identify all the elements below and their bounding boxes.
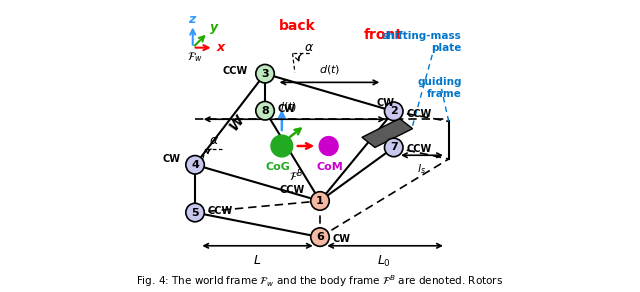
Text: CoG: CoG <box>265 162 290 172</box>
Text: $\mathcal{F}_w$: $\mathcal{F}_w$ <box>187 51 203 65</box>
Text: CCW: CCW <box>406 109 432 119</box>
Text: CW: CW <box>376 98 394 108</box>
Circle shape <box>186 203 204 222</box>
Circle shape <box>319 136 339 156</box>
Text: $\boldsymbol{z}$: $\boldsymbol{z}$ <box>188 13 197 26</box>
Text: front: front <box>364 28 403 42</box>
Text: 3: 3 <box>261 69 269 79</box>
Text: 5: 5 <box>191 208 199 218</box>
Text: back: back <box>278 19 316 33</box>
Text: $L_0$: $L_0$ <box>378 254 391 269</box>
Circle shape <box>385 102 403 121</box>
Circle shape <box>311 228 329 246</box>
Circle shape <box>311 192 329 210</box>
Circle shape <box>385 138 403 157</box>
Text: $\mathcal{F}^B$: $\mathcal{F}^B$ <box>289 168 303 184</box>
Text: Fig. 4: The world frame $\mathcal{F}_w$ and the body frame $\mathcal{F}^B$ are d: Fig. 4: The world frame $\mathcal{F}_w$ … <box>136 273 504 289</box>
Circle shape <box>256 101 275 120</box>
Text: $L$: $L$ <box>253 254 262 267</box>
Text: 2: 2 <box>390 106 397 116</box>
Text: CCW: CCW <box>280 185 305 195</box>
Text: $\boldsymbol{x}$: $\boldsymbol{x}$ <box>216 41 227 53</box>
Text: CoM: CoM <box>317 162 344 172</box>
Text: $\boldsymbol{W}$: $\boldsymbol{W}$ <box>227 112 249 135</box>
Text: $\boldsymbol{y}$: $\boldsymbol{y}$ <box>209 22 220 36</box>
Text: CW: CW <box>162 154 180 164</box>
Text: 4: 4 <box>191 160 199 170</box>
Text: CCW: CCW <box>406 144 432 154</box>
Polygon shape <box>362 119 413 147</box>
Text: $l_s$: $l_s$ <box>417 162 426 176</box>
Text: CCW: CCW <box>223 66 248 76</box>
Text: CCW: CCW <box>208 206 233 216</box>
Text: plate: plate <box>431 43 461 53</box>
Text: CW: CW <box>333 234 351 244</box>
Text: 7: 7 <box>390 142 397 152</box>
Text: $d(t)$: $d(t)$ <box>319 63 340 76</box>
Text: shifting-mass: shifting-mass <box>382 31 461 41</box>
Text: $\alpha$: $\alpha$ <box>304 41 314 53</box>
Text: CW: CW <box>278 104 296 114</box>
Circle shape <box>186 156 204 174</box>
Text: 6: 6 <box>316 232 324 242</box>
Text: $\alpha$: $\alpha$ <box>209 134 220 147</box>
Text: $l(t)$: $l(t)$ <box>280 100 297 113</box>
Circle shape <box>270 134 293 158</box>
Text: guiding: guiding <box>417 77 461 87</box>
Text: 8: 8 <box>261 106 269 116</box>
Text: frame: frame <box>427 89 461 99</box>
Text: 1: 1 <box>316 196 324 206</box>
Circle shape <box>256 65 275 83</box>
